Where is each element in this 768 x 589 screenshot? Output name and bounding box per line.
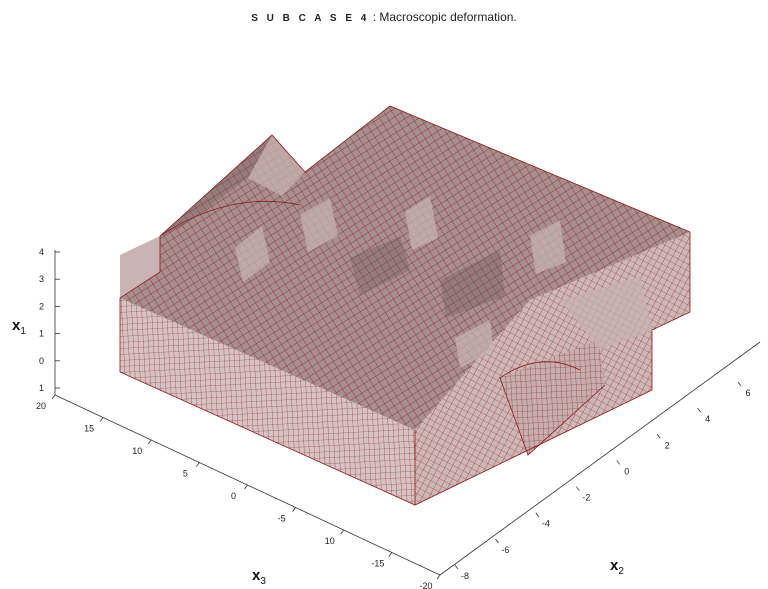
- x3-tick-group: 20 15 10 5 0 -5 10 -15 -20: [36, 394, 441, 589]
- x3-tick-label: 15: [84, 424, 94, 434]
- x3-tick-mark: [388, 552, 393, 557]
- x3-tick-mark: [99, 417, 104, 422]
- x2-axis-label-sub: 2: [618, 566, 624, 577]
- x1-axis-label: x1: [12, 317, 26, 337]
- x3-tick-label: 10: [132, 446, 142, 456]
- figure-title-rest: : Macroscopic deformation.: [369, 10, 517, 24]
- x3-axis-label-main: x: [252, 567, 261, 584]
- x2-tick-mark: [535, 512, 540, 517]
- x3-tick-label: 5: [183, 469, 188, 479]
- x2-axis-line: [439, 341, 761, 576]
- x3-tick-label: 20: [36, 401, 46, 411]
- mesh-left-face-back: [120, 236, 160, 298]
- x2-tick-label: -6: [501, 545, 509, 555]
- mesh-edges: [119, 105, 691, 506]
- x2-tick-label: -8: [461, 571, 469, 581]
- x3-tick-mark: [244, 484, 248, 490]
- x3-axis-label: x3: [252, 567, 266, 587]
- x2-tick-mark: [616, 460, 621, 465]
- x3-tick-mark: [340, 529, 345, 535]
- x2-tick-label: 2: [665, 440, 670, 450]
- x1-tick-label: 4: [39, 247, 44, 257]
- figure-title-lead: S U B C A S E 4: [251, 13, 370, 24]
- x1-axis-label-main: x: [12, 317, 21, 334]
- mesh-front-grid: [120, 298, 415, 505]
- x1-tick-label: 2: [39, 301, 44, 311]
- x2-tick-mark: [575, 486, 580, 491]
- mesh-light-folds: [235, 135, 652, 368]
- deformed-mesh: [119, 105, 691, 506]
- x3-tick-label: -20: [419, 581, 432, 589]
- x2-axis-label: x2: [610, 557, 624, 577]
- x2-tick-mark: [656, 434, 661, 439]
- mesh-top-grid: [120, 106, 690, 430]
- x1-tick-label: 1: [39, 329, 44, 339]
- x3-tick-label: 10: [325, 536, 335, 546]
- x2-tick-mark: [454, 564, 459, 570]
- x3-tick-mark: [147, 439, 152, 445]
- x2-tick-label: 4: [705, 414, 710, 424]
- x2-tick-label: 0: [624, 466, 629, 476]
- mesh-flap-grid: [500, 340, 605, 455]
- figure-title: S U B C A S E 4 : Macroscopic deformatio…: [0, 10, 768, 24]
- x3-tick-label: -5: [278, 514, 286, 524]
- x1-tick-group: 4 3 2 1 0 1: [39, 247, 60, 393]
- x3-tick-mark: [51, 394, 56, 400]
- x1-axis-label-sub: 1: [20, 326, 26, 337]
- x1-tick-label: 1: [39, 383, 44, 393]
- x2-tick-label: -4: [542, 519, 550, 529]
- x3-tick-mark: [196, 462, 200, 467]
- x2-tick-mark: [495, 538, 499, 544]
- x3-axis-label-sub: 3: [260, 576, 266, 587]
- x2-tick-mark: [697, 407, 701, 413]
- x3-tick-label: -15: [371, 559, 384, 569]
- x3-tick-mark: [436, 574, 441, 580]
- x3-tick-label: 0: [231, 491, 236, 501]
- x2-tick-mark: [737, 381, 742, 387]
- x2-tick-group: -8 -6 -4 -2 0 2 4 6: [454, 381, 751, 581]
- x1-tick-label: 3: [39, 274, 44, 284]
- x1-tick-label: 0: [39, 356, 44, 366]
- x2-tick-label: 6: [745, 388, 750, 398]
- x2-axis-label-main: x: [610, 557, 619, 574]
- x2-tick-label: -2: [582, 493, 590, 503]
- x3-tick-mark: [292, 507, 296, 512]
